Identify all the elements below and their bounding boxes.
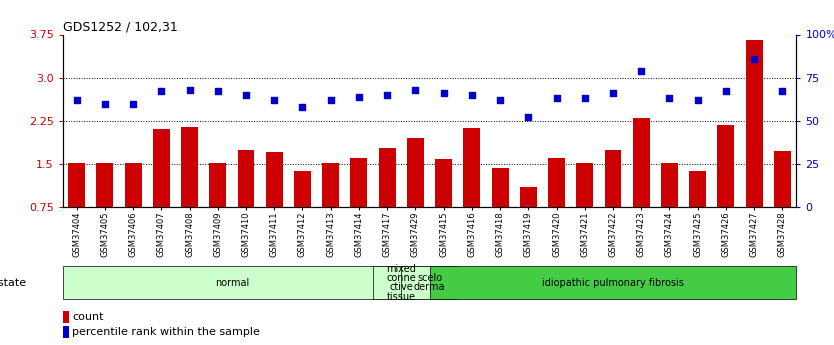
Point — [352, 94, 365, 99]
Bar — [548, 158, 565, 207]
Text: scelo
derma: scelo derma — [414, 273, 445, 293]
Bar — [379, 148, 395, 207]
Bar — [576, 163, 593, 207]
Text: disease state: disease state — [0, 278, 26, 288]
Point — [550, 96, 563, 101]
Point — [437, 90, 450, 96]
Point — [747, 56, 761, 61]
Bar — [294, 171, 311, 207]
FancyBboxPatch shape — [430, 266, 796, 299]
FancyBboxPatch shape — [401, 266, 458, 299]
FancyBboxPatch shape — [63, 266, 401, 299]
Bar — [491, 168, 509, 207]
Bar — [97, 163, 113, 207]
Point — [719, 89, 732, 94]
Text: GDS1252 / 102,31: GDS1252 / 102,31 — [63, 20, 178, 33]
Point — [465, 92, 479, 98]
Point — [324, 97, 338, 103]
Bar — [322, 163, 339, 207]
Point — [296, 104, 309, 110]
Point — [776, 89, 789, 94]
Bar — [238, 149, 254, 207]
Point — [521, 115, 535, 120]
Text: idiopathic pulmonary fibrosis: idiopathic pulmonary fibrosis — [542, 278, 684, 288]
Bar — [520, 187, 537, 207]
Point — [211, 89, 224, 94]
Bar — [633, 118, 650, 207]
Point — [691, 97, 705, 103]
Bar — [605, 149, 621, 207]
Bar — [63, 326, 68, 338]
Point — [494, 97, 507, 103]
Text: count: count — [72, 312, 103, 322]
Bar — [407, 138, 424, 207]
Bar — [63, 310, 68, 323]
Bar — [435, 159, 452, 207]
Point — [154, 89, 168, 94]
Bar — [717, 125, 735, 207]
Point — [70, 97, 83, 103]
Bar — [124, 163, 142, 207]
Bar — [350, 158, 368, 207]
Point — [127, 101, 140, 106]
Bar — [464, 128, 480, 207]
Point — [239, 92, 253, 98]
Text: mixed
conne
ctive
tissue: mixed conne ctive tissue — [386, 264, 416, 302]
Point — [606, 90, 620, 96]
Text: percentile rank within the sample: percentile rank within the sample — [72, 327, 259, 337]
Bar — [266, 152, 283, 207]
Bar — [68, 163, 85, 207]
Point — [578, 96, 591, 101]
Bar — [209, 163, 226, 207]
Point — [268, 97, 281, 103]
Bar — [746, 40, 762, 207]
Bar — [774, 151, 791, 207]
Text: normal: normal — [215, 278, 249, 288]
Bar — [661, 163, 678, 207]
Bar — [689, 171, 706, 207]
Point — [183, 87, 196, 92]
Bar — [153, 129, 170, 207]
Point — [635, 68, 648, 73]
Bar — [181, 127, 198, 207]
Point — [409, 87, 422, 92]
FancyBboxPatch shape — [373, 266, 430, 299]
Point — [98, 101, 112, 106]
Point — [663, 96, 676, 101]
Point — [380, 92, 394, 98]
